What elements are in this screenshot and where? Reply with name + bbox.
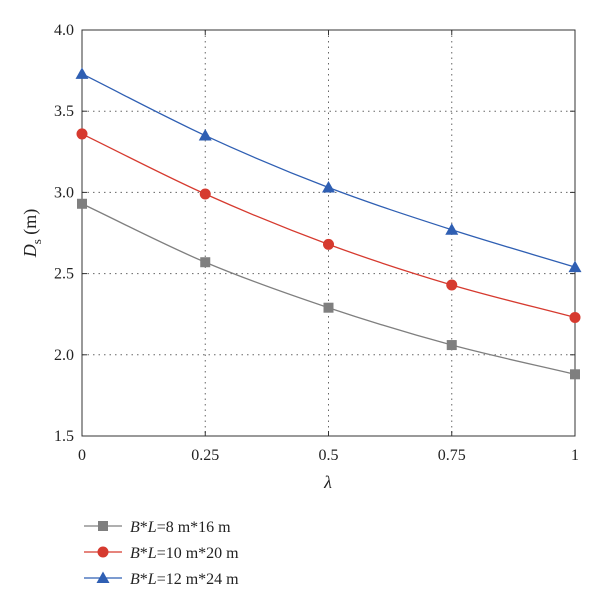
legend-label: B*L=10 m*20 m <box>130 545 239 562</box>
x-tick-label: 0.5 <box>319 447 339 464</box>
legend-label: B*L=8 m*16 m <box>130 519 231 536</box>
y-tick-label: 1.5 <box>54 428 74 445</box>
data-point-square <box>446 340 457 351</box>
data-point-circle <box>446 279 458 291</box>
series-3 <box>75 67 582 273</box>
legend: B*L=8 m*16 m B*L=10 m*20 m B*L=12 m*24 m <box>84 519 239 588</box>
data-point-triangle <box>445 223 459 235</box>
data-point-square <box>77 198 87 209</box>
x-axis-label: λ <box>323 472 332 492</box>
y-tick-label: 4.0 <box>54 22 74 39</box>
y-tick-label: 2.0 <box>54 347 74 364</box>
x-tick-label: 1 <box>571 447 579 464</box>
series-1 <box>77 198 580 380</box>
y-tick-label: 3.0 <box>54 184 74 201</box>
data-point-circle <box>323 238 334 250</box>
legend-item-1: B*L=8 m*16 m <box>84 519 231 536</box>
legend-item-2: B*L=10 m*20 m <box>84 545 239 562</box>
x-tick-label: 0 <box>78 447 86 464</box>
x-axis-ticks: 0 0.25 0.5 0.75 1 <box>78 30 579 464</box>
data-point-circle <box>569 311 581 323</box>
data-point-square <box>570 369 580 380</box>
legend-label: B*L=12 m*24 m <box>130 571 239 588</box>
legend-marker-triangle <box>96 571 110 583</box>
data-point-circle <box>76 128 88 140</box>
legend-marker-circle <box>97 546 109 558</box>
x-tick-label: 0.75 <box>438 447 466 464</box>
data-point-circle <box>199 188 211 200</box>
y-axis-label: Ds (m) <box>20 209 44 259</box>
data-point-square <box>200 257 211 268</box>
grid-lines <box>82 30 575 436</box>
data-point-triangle <box>198 129 212 141</box>
y-axis-label-unit: (m) <box>20 209 41 240</box>
y-axis-ticks: 1.5 2.0 2.5 3.0 3.5 4.0 <box>54 22 575 445</box>
y-tick-label: 2.5 <box>54 266 74 283</box>
y-axis-label-sub: s <box>29 239 44 244</box>
data-point-triangle <box>322 181 335 193</box>
x-tick-label: 0.25 <box>191 447 219 464</box>
data-point-triangle <box>568 260 582 273</box>
y-axis-label-main: D <box>20 244 40 258</box>
data-point-triangle <box>75 67 89 79</box>
legend-marker-square <box>98 521 108 531</box>
y-tick-label: 3.5 <box>54 103 74 120</box>
legend-item-3: B*L=12 m*24 m <box>84 571 239 588</box>
data-point-square <box>323 302 334 313</box>
series-group <box>75 67 582 380</box>
series-2 <box>76 128 581 323</box>
